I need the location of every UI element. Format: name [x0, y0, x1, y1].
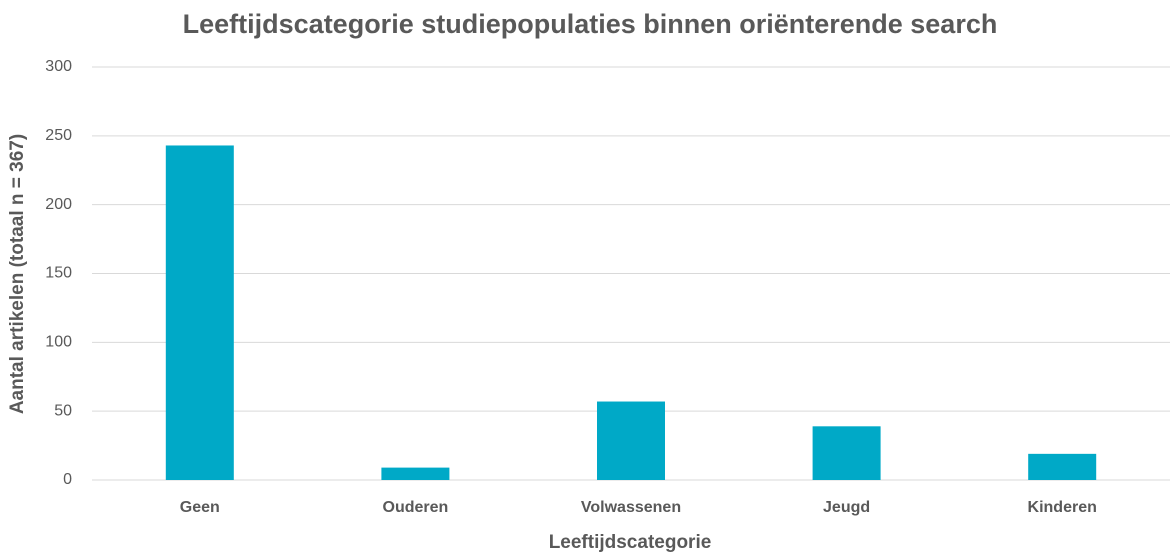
y-axis-title: Aantal artikelen (totaal n = 367)	[7, 134, 28, 414]
x-tick-label: Volwassenen	[581, 499, 681, 516]
x-tick-label: Ouderen	[383, 499, 449, 516]
x-tick-label: Geen	[180, 499, 220, 516]
y-tick-label: 0	[63, 471, 72, 488]
y-tick-label: 50	[54, 402, 72, 419]
chart-title: Leeftijdscategorie studiepopulaties binn…	[183, 9, 998, 39]
x-axis-title: Leeftijdscategorie	[549, 532, 712, 553]
bar	[812, 426, 881, 480]
y-tick-label: 200	[45, 196, 72, 213]
bar	[597, 401, 665, 480]
y-tick-label: 300	[45, 58, 72, 75]
x-tick-label: Jeugd	[823, 499, 870, 516]
bar	[1028, 453, 1097, 480]
y-tick-label: 100	[45, 334, 72, 351]
y-tick-label: 250	[45, 127, 72, 144]
bar	[165, 145, 234, 480]
x-tick-label: Kinderen	[1028, 499, 1097, 516]
bar	[381, 467, 450, 480]
y-tick-label: 150	[45, 265, 72, 282]
